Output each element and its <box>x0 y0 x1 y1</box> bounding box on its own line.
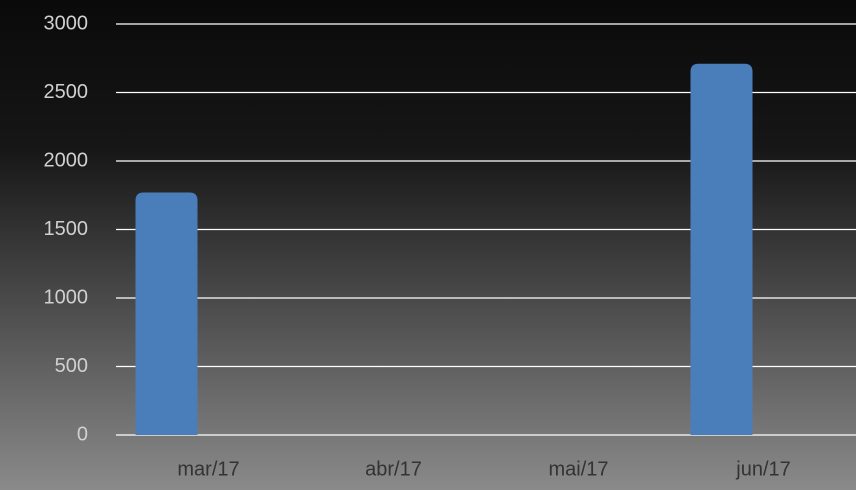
y-tick-label: 500 <box>55 355 88 377</box>
x-tick-label: mar/17 <box>177 458 239 480</box>
y-tick-label: 3000 <box>44 12 89 34</box>
y-tick-label: 0 <box>77 423 88 445</box>
y-tick-label: 2500 <box>44 81 89 103</box>
bar <box>690 63 753 435</box>
y-tick-label: 2000 <box>44 149 89 171</box>
x-tick-label: abr/17 <box>365 458 422 480</box>
bar <box>135 192 198 435</box>
x-tick-label: jun/17 <box>735 458 791 480</box>
x-tick-label: mai/17 <box>548 458 608 480</box>
y-tick-label: 1500 <box>44 218 89 240</box>
y-tick-label: 1000 <box>44 286 89 308</box>
